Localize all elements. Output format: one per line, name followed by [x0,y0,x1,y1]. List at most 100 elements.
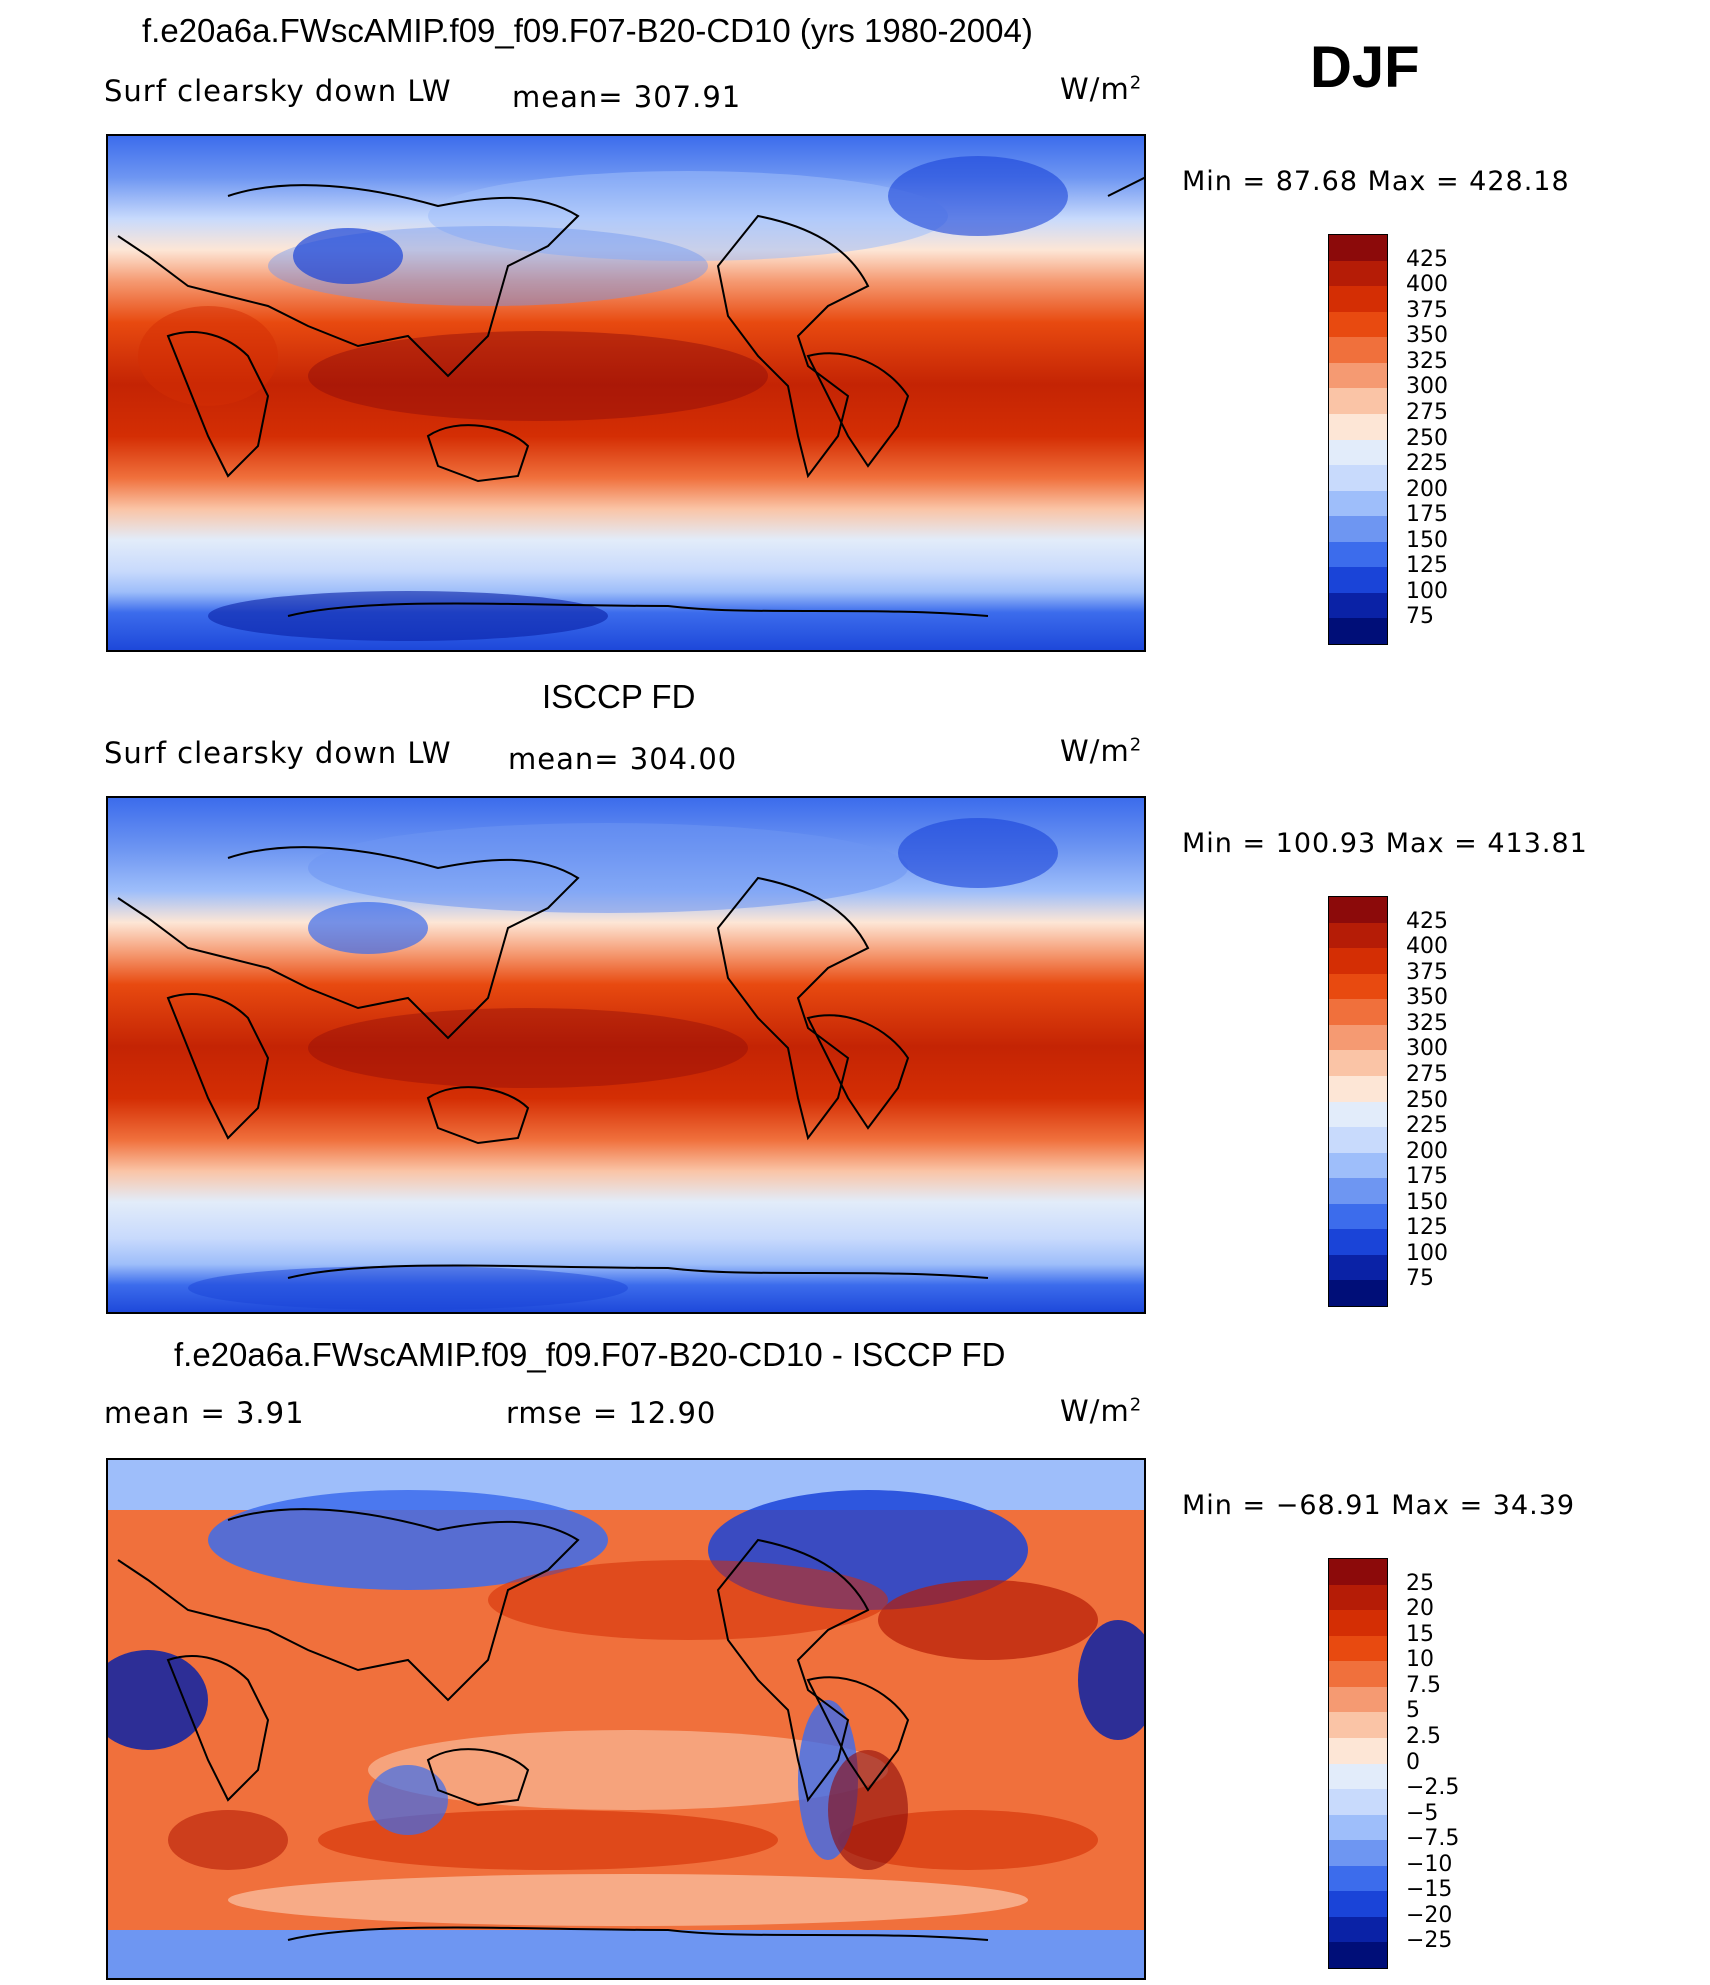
colorbar-label: 175 [1406,502,1448,528]
colorbar-swatch [1329,439,1387,466]
colorbar-swatch [1329,1254,1387,1281]
colorbar-label: 20 [1406,1596,1434,1622]
colorbar-label: 25 [1406,1570,1434,1596]
panel3-mean-label: mean = 3.91 [104,1396,305,1430]
panel2-title: ISCCP FD [542,678,696,715]
colorbar-label: 400 [1406,272,1448,298]
colorbar-label: 7.5 [1406,1672,1441,1698]
colorbar-swatch [1329,592,1387,619]
colorbar-swatch [1329,999,1387,1025]
colorbar-label: 425 [1406,908,1448,934]
colorbar-label: 75 [1406,604,1434,630]
panel2-map [106,796,1146,1314]
colorbar-label: 250 [1406,425,1448,451]
colorbar-label: 350 [1406,323,1448,349]
colorbar-swatch [1329,1891,1387,1917]
colorbar-swatch [1329,413,1387,440]
colorbar-swatch [1329,1865,1387,1892]
colorbar-label: 300 [1406,374,1448,400]
colorbar-label: −15 [1406,1877,1453,1903]
colorbar-label: −2.5 [1406,1775,1460,1801]
colorbar-label: 125 [1406,1215,1448,1241]
colorbar-swatch [1329,897,1387,923]
panel2-mean-label: mean= 304.00 [508,742,738,776]
colorbar-swatch [1329,541,1387,568]
colorbar-swatch [1329,1712,1387,1738]
colorbar-swatch [1329,1075,1387,1102]
colorbar-swatch [1329,1789,1387,1815]
colorbar-swatch [1329,1559,1387,1585]
colorbar-label: 275 [1406,1061,1448,1087]
colorbar-label: 225 [1406,1113,1448,1139]
colorbar-label: 0 [1406,1749,1420,1775]
colorbar-swatch [1329,1661,1387,1687]
colorbar-swatch [1329,948,1387,974]
colorbar-swatch [1329,1610,1387,1636]
colorbar-label: 300 [1406,1036,1448,1062]
colorbar-label: 10 [1406,1647,1434,1673]
colorbar-swatch [1329,1584,1387,1611]
panel2-minmax: Min = 100.93 Max = 413.81 [1182,828,1588,859]
colorbar-label: −20 [1406,1902,1453,1928]
colorbar-swatch [1329,1916,1387,1943]
colorbar-swatch [1329,567,1387,593]
colorbar-label: −7.5 [1406,1826,1460,1852]
panel1-left-label: Surf clearsky down LW [104,74,452,108]
colorbar-swatch [1329,1737,1387,1764]
colorbar-swatch [1329,490,1387,517]
colorbar-swatch [1329,1101,1387,1128]
colorbar-label: 5 [1406,1698,1420,1724]
colorbar-swatch [1329,1152,1387,1179]
panel3-units: W/m2 [1060,1394,1143,1428]
colorbar-swatch [1329,618,1387,644]
colorbar-label: 150 [1406,1189,1448,1215]
panel3-colorbar [1328,1558,1388,1969]
colorbar-label: 225 [1406,451,1448,477]
colorbar-label: 200 [1406,1138,1448,1164]
colorbar-label: 425 [1406,246,1448,272]
colorbar-label: 375 [1406,297,1448,323]
panel1-units: W/m2 [1060,72,1143,106]
colorbar-label: 400 [1406,934,1448,960]
colorbar-label: 100 [1406,1240,1448,1266]
colorbar-swatch [1329,311,1387,338]
colorbar-swatch [1329,388,1387,414]
panel3-rmse-label: rmse = 12.90 [506,1396,717,1430]
colorbar-swatch [1329,337,1387,363]
panel1-title: f.e20a6a.FWscAMIP.f09_f09.F07-B20-CD10 (… [142,12,1033,49]
panel1-minmax: Min = 87.68 Max = 428.18 [1182,166,1570,197]
colorbar-label: 2.5 [1406,1723,1441,1749]
panel3-map [106,1458,1146,1980]
colorbar-label: 350 [1406,985,1448,1011]
colorbar-label: 100 [1406,578,1448,604]
colorbar-swatch [1329,362,1387,389]
colorbar-swatch [1329,1127,1387,1153]
colorbar-label: 125 [1406,553,1448,579]
colorbar-swatch [1329,1280,1387,1306]
colorbar-label: 175 [1406,1164,1448,1190]
colorbar-swatch [1329,465,1387,491]
colorbar-swatch [1329,1814,1387,1841]
panel2-colorbar [1328,896,1388,1307]
colorbar-swatch [1329,1229,1387,1255]
panel1-mean-label: mean= 307.91 [512,80,742,114]
panel2-left-label: Surf clearsky down LW [104,736,452,770]
colorbar-label: 325 [1406,1010,1448,1036]
panel1-map [106,134,1146,652]
colorbar-swatch [1329,1178,1387,1204]
colorbar-label: 75 [1406,1266,1434,1292]
colorbar-label: 200 [1406,476,1448,502]
colorbar-label: 250 [1406,1087,1448,1113]
colorbar-label: −5 [1406,1800,1439,1826]
colorbar-label: −25 [1406,1928,1453,1954]
colorbar-swatch [1329,260,1387,287]
panel3-title: f.e20a6a.FWscAMIP.f09_f09.F07-B20-CD10 -… [174,1336,1006,1373]
colorbar-label: 325 [1406,348,1448,374]
colorbar-swatch [1329,1763,1387,1790]
colorbar-label: 275 [1406,399,1448,425]
colorbar-swatch [1329,1203,1387,1230]
panel1-colorbar [1328,234,1388,645]
colorbar-swatch [1329,922,1387,949]
colorbar-label: −10 [1406,1851,1453,1877]
colorbar-swatch [1329,286,1387,312]
